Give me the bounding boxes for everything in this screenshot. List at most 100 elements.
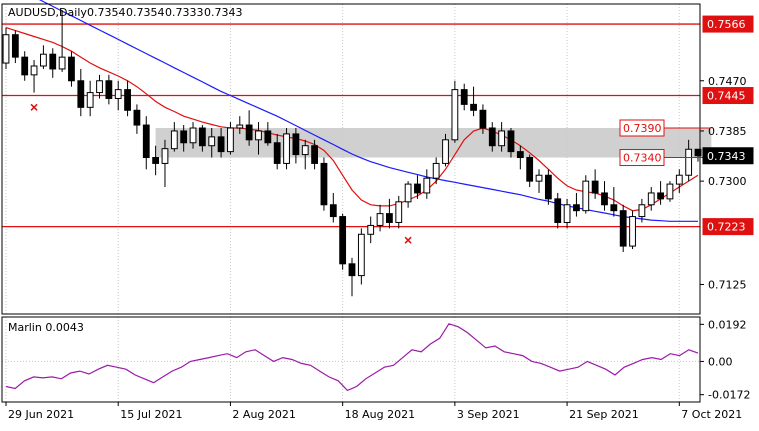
cross-marker xyxy=(30,103,38,111)
candle xyxy=(161,139,169,188)
candle xyxy=(470,86,477,117)
candle xyxy=(460,83,468,111)
candle xyxy=(554,192,562,229)
header-close: 0.7343 xyxy=(204,6,243,19)
x-tick-label: 18 Aug 2021 xyxy=(345,408,415,421)
candle xyxy=(386,198,393,229)
candle-body xyxy=(348,263,356,277)
candle-body xyxy=(357,233,365,277)
candle xyxy=(30,60,38,93)
candle-body xyxy=(124,89,131,111)
candle xyxy=(638,198,646,223)
x-tick-label: 3 Sep 2021 xyxy=(457,408,520,421)
candle xyxy=(582,175,590,214)
level-price-tag: 0.7566 xyxy=(702,15,754,33)
candle-body xyxy=(96,80,103,94)
candle-body xyxy=(386,213,393,223)
frame-layer xyxy=(1,3,701,403)
candle xyxy=(498,122,506,152)
chart-header-symbol: AUDUSD,Daily xyxy=(8,6,87,19)
candle xyxy=(488,122,496,152)
level-price-tag-text: 0.7223 xyxy=(707,221,746,234)
candle-body xyxy=(161,148,169,164)
markers-layer xyxy=(30,103,412,244)
candle-body xyxy=(273,142,281,164)
zone-price-tag: 0.7390 xyxy=(619,119,665,137)
cross-marker xyxy=(404,236,412,244)
candle xyxy=(142,116,150,170)
candle xyxy=(105,74,113,105)
candle xyxy=(124,80,131,117)
oscillator-layer xyxy=(5,323,699,392)
level-price-tag-box xyxy=(702,15,754,33)
candle-body xyxy=(432,162,440,179)
oscillator-grid xyxy=(2,317,700,402)
candle xyxy=(516,145,524,170)
candle-body xyxy=(339,216,347,265)
candle xyxy=(180,125,188,152)
candle-body xyxy=(582,180,590,212)
candle-body xyxy=(133,109,141,126)
candle xyxy=(423,169,431,199)
candle xyxy=(666,181,674,202)
level-price-tag-box xyxy=(702,87,754,105)
candle-body xyxy=(320,162,328,206)
candle-body xyxy=(423,177,431,194)
candle xyxy=(526,154,534,188)
candle-body xyxy=(105,80,113,99)
candle xyxy=(610,187,618,217)
candle-body xyxy=(208,136,216,147)
candle xyxy=(601,181,608,211)
level-price-tag: 0.7445 xyxy=(702,87,754,105)
candle xyxy=(236,116,244,134)
main-panel-frame xyxy=(1,3,701,315)
candle xyxy=(114,80,122,111)
zone-price-tag-text: 0.7340 xyxy=(623,152,662,165)
candle xyxy=(208,128,216,158)
candle-body xyxy=(311,145,318,164)
candle-body xyxy=(189,127,197,144)
level-price-tag-box xyxy=(702,218,754,236)
x-tick-label: 21 Sep 2021 xyxy=(569,408,639,421)
y-tick-label: 0.7470 xyxy=(708,75,747,88)
candle-body xyxy=(544,174,552,200)
zone-price-tag-text: 0.7390 xyxy=(623,122,662,135)
x-tick-label: 29 Jun 2021 xyxy=(8,408,74,421)
candle xyxy=(170,122,178,152)
candle-body xyxy=(376,213,384,226)
current-price-tag-text: 0.7343 xyxy=(707,150,746,163)
candle-body xyxy=(638,204,646,218)
candle-body xyxy=(685,148,693,176)
candle xyxy=(245,110,253,146)
candle xyxy=(227,122,234,155)
osc-y-tick-label: -0.0172 xyxy=(708,389,750,402)
candle-body xyxy=(460,89,468,105)
candle xyxy=(255,122,262,155)
level-price-tag: 0.7223 xyxy=(702,218,754,236)
candle xyxy=(273,133,281,170)
candle-body xyxy=(30,65,38,76)
x-tick-label: 2 Aug 2021 xyxy=(232,408,295,421)
candle xyxy=(96,74,103,99)
osc-y-tick-label: 0.00 xyxy=(708,355,733,368)
oscillator-panel-frame xyxy=(1,316,701,403)
candle xyxy=(629,210,636,250)
candle-body xyxy=(292,133,300,156)
candle xyxy=(376,204,384,232)
header-high: 0.7354 xyxy=(126,6,165,19)
current-price-tag-box xyxy=(702,147,754,165)
candle-body xyxy=(142,124,150,159)
candle xyxy=(563,198,571,229)
candle xyxy=(198,125,206,152)
candle-body xyxy=(114,89,122,99)
candle xyxy=(647,187,655,211)
candle xyxy=(619,204,627,252)
candle-body xyxy=(227,127,234,153)
marlin-oscillator-line xyxy=(5,323,699,392)
candle-body xyxy=(507,130,515,153)
candle xyxy=(217,128,225,158)
candle xyxy=(675,169,683,193)
y-tick-label: 0.7385 xyxy=(708,125,747,138)
candle-body xyxy=(442,139,449,164)
